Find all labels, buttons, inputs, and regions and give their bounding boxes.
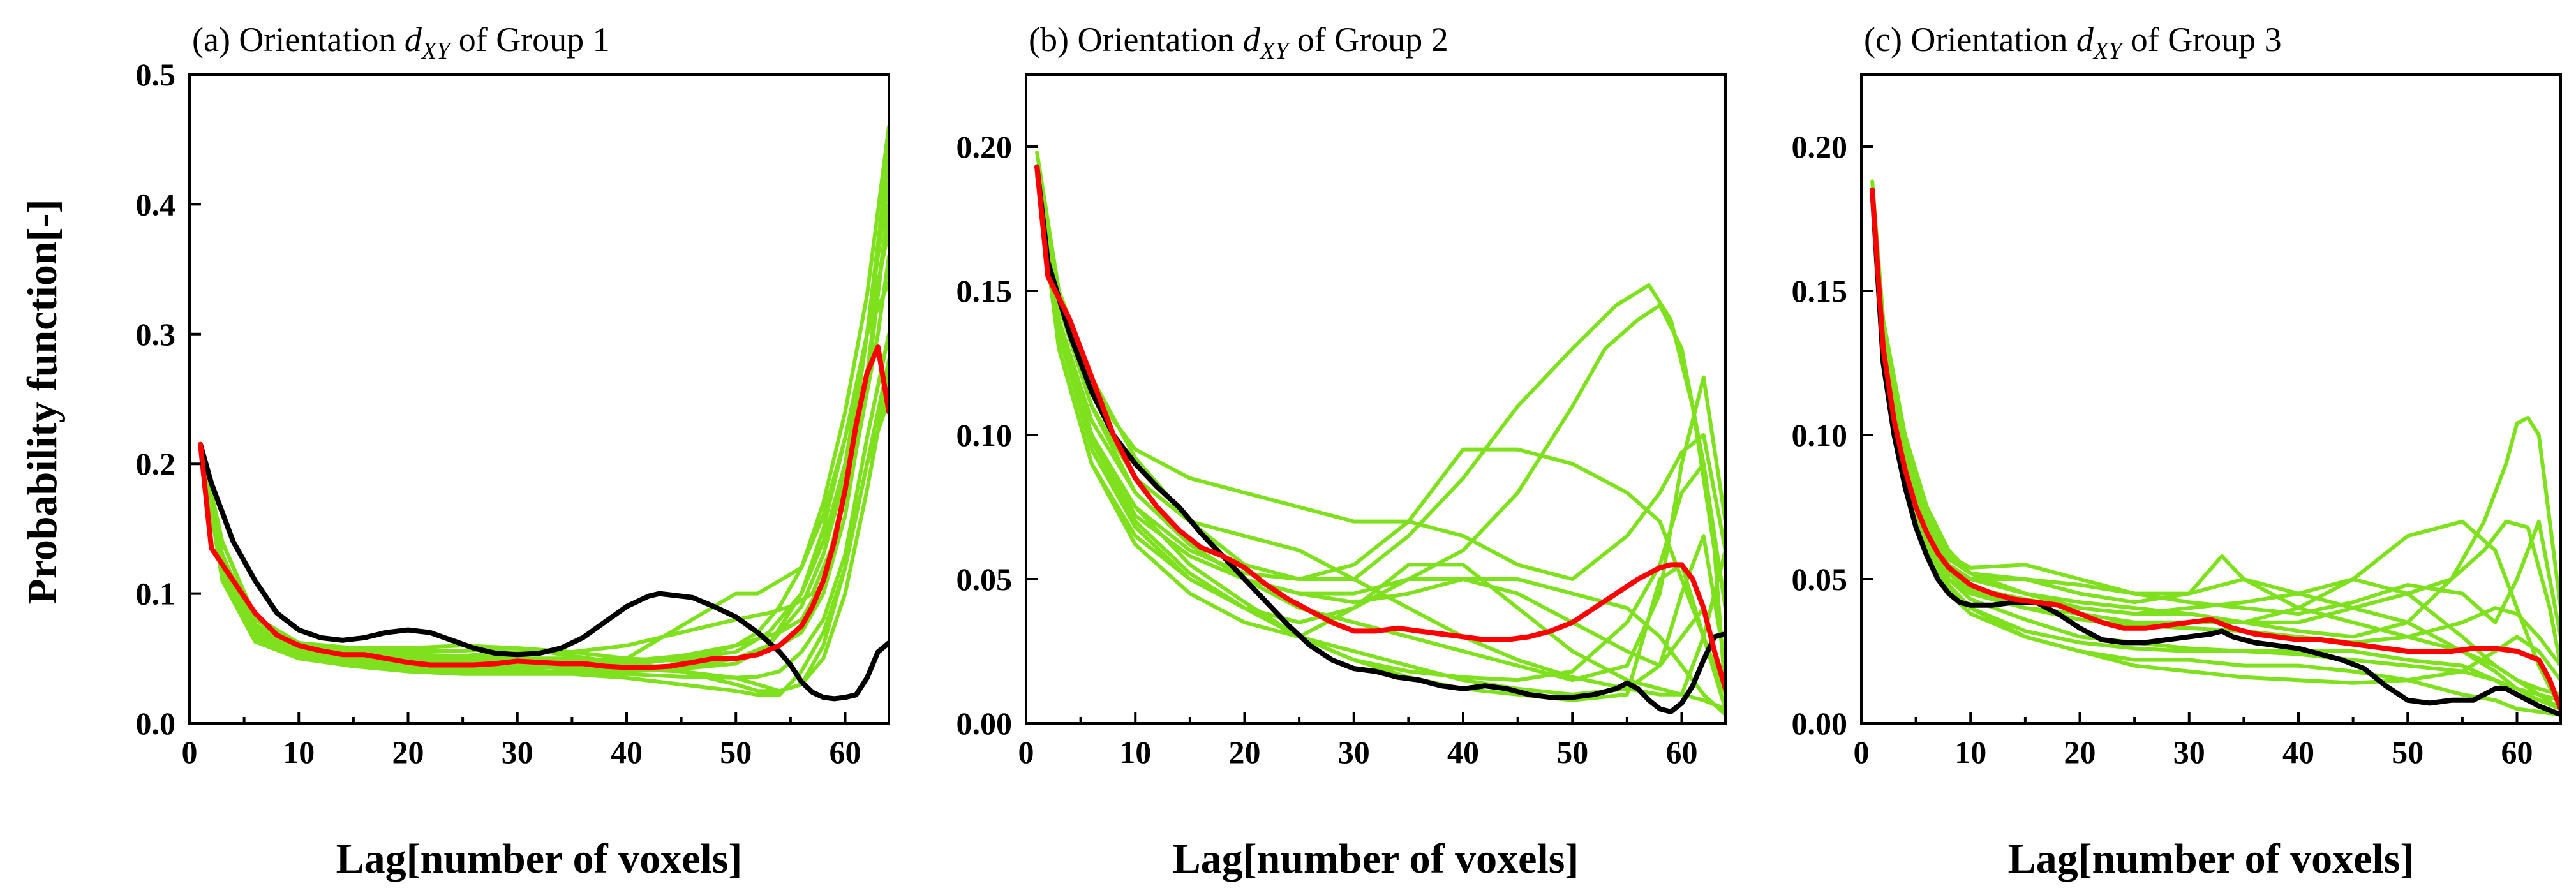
realization-10-line	[1870, 188, 2561, 685]
y-tick-label: 0.0	[136, 705, 176, 741]
realization-1-line	[1035, 151, 1725, 697]
y-tick-label: 0.20	[1792, 129, 1848, 165]
panel-title: (b) Orientation dXY of Group 2	[1029, 20, 1448, 64]
realization-4-line	[1035, 173, 1725, 581]
x-tick-label: 20	[1229, 734, 1261, 770]
y-tick-label: 0.3	[136, 316, 176, 352]
x-tick-label: 40	[611, 734, 643, 770]
y-tick-label: 0.20	[957, 129, 1013, 165]
x-tick-label: 10	[1119, 734, 1151, 770]
realization-11-line	[1035, 173, 1725, 717]
panel-1: 0 10 20 30 40 50 60 0.0 0.1 0.2 0.3 0.4 0.5 Lag[numbe…	[136, 20, 890, 882]
realization-7-line	[1870, 188, 2561, 717]
x-tick-label: 30	[502, 734, 533, 770]
x-tick-label: 0	[1854, 734, 1870, 770]
mean-line	[1870, 187, 2561, 712]
x-tick-label: 30	[2173, 734, 2205, 770]
reference-line	[1870, 187, 2561, 718]
plot-frame	[1860, 73, 2562, 725]
x-tick-label: 60	[2501, 734, 2533, 770]
realization-1-line	[1870, 179, 2561, 639]
x-tick-label: 60	[830, 734, 861, 770]
y-tick-label: 0.15	[957, 273, 1013, 309]
y-axis-label: Probability function[-]	[19, 200, 66, 605]
x-tick-label: 0	[182, 734, 198, 770]
x-tick-label: 40	[1447, 734, 1479, 770]
plot-frame	[1025, 73, 1727, 725]
y-tick-label: 0.1	[136, 576, 176, 612]
realization-12-line	[1035, 173, 1725, 683]
y-tick-label: 0.05	[957, 561, 1013, 597]
panel-title: (a) Orientation dXY of Group 1	[192, 20, 610, 64]
plot-frame	[188, 73, 890, 725]
realization-9-line	[1035, 173, 1725, 711]
panel-title: (c) Orientation dXY of Group 3	[1864, 20, 2282, 64]
plot-area	[198, 124, 889, 702]
reference-line	[1034, 164, 1725, 714]
y-tick-label: 0.00	[1792, 705, 1848, 741]
realization-11-line	[1870, 188, 2561, 711]
x-tick-label: 40	[2282, 734, 2314, 770]
realization-9-line	[198, 151, 889, 663]
realization-6-line	[1035, 173, 1725, 697]
plot-area	[1034, 151, 1725, 717]
reference-line	[198, 441, 889, 702]
realization-8-line	[1035, 173, 1725, 697]
y-tick-label: 0.2	[136, 446, 176, 482]
x-axis-label: Lag[number of voxels]	[1173, 836, 1579, 882]
panel-3: 0 10 20 30 40 50 60 0.00 0.05 0.10 0.15 0.20 Lag[num…	[1792, 20, 2562, 882]
realization-10-line	[1035, 173, 1725, 697]
x-tick-label: 60	[1666, 734, 1698, 770]
x-tick-label: 10	[1954, 734, 1986, 770]
y-tick-label: 0.5	[136, 57, 176, 92]
panel-2: 0 10 20 30 40 50 60 0.00 0.05 0.10 0.15 0.20 Lag[num…	[957, 20, 1727, 882]
realization-5-line	[1035, 173, 1725, 683]
x-tick-label: 20	[392, 734, 424, 770]
y-tick-label: 0.00	[957, 705, 1013, 741]
y-tick-label: 0.10	[957, 417, 1013, 453]
x-tick-label: 30	[1338, 734, 1370, 770]
x-tick-label: 50	[2392, 734, 2423, 770]
realization-1-line	[198, 124, 889, 667]
realization-3-line	[1035, 173, 1725, 697]
x-tick-label: 50	[1556, 734, 1588, 770]
mean-line	[1034, 164, 1725, 691]
realization-11-line	[198, 280, 889, 671]
x-tick-label: 50	[720, 734, 752, 770]
x-axis-label: Lag[number of voxels]	[336, 836, 743, 882]
realization-2-line	[198, 176, 889, 663]
y-tick-label: 0.10	[1792, 417, 1848, 453]
x-tick-label: 0	[1018, 734, 1034, 770]
y-tick-label: 0.05	[1792, 561, 1848, 597]
realization-6-line	[198, 358, 889, 697]
x-tick-label: 10	[283, 734, 315, 770]
y-tick-label: 0.4	[136, 186, 176, 222]
y-tick-label: 0.15	[1792, 273, 1848, 309]
plot-area	[1870, 179, 2561, 718]
realization-12-line	[198, 202, 889, 674]
x-tick-label: 20	[2064, 734, 2096, 770]
x-axis-label: Lag[number of voxels]	[2008, 836, 2415, 882]
mean-line	[198, 344, 889, 670]
